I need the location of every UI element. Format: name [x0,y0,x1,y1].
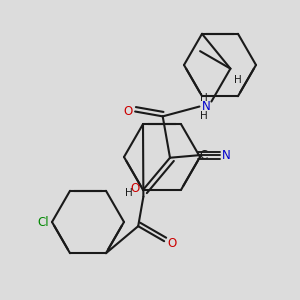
Text: O: O [130,182,140,195]
Text: H: H [200,92,208,103]
Text: H: H [234,75,242,85]
Text: N: N [222,149,231,162]
Text: H: H [200,110,208,121]
Text: Cl: Cl [38,215,49,229]
Text: N: N [201,100,210,113]
Text: H: H [125,188,133,198]
Text: C: C [199,149,207,162]
Text: O: O [123,105,132,118]
Text: O: O [167,237,176,250]
